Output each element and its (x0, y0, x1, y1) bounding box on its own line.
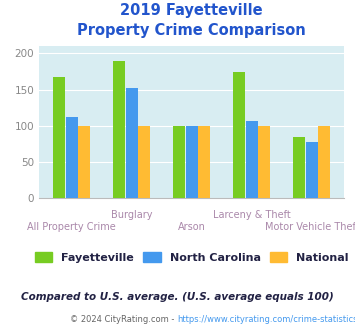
Bar (306, 142, 318, 198)
Bar (258, 126, 271, 198)
Text: Larceny & Theft: Larceny & Theft (213, 210, 291, 220)
Bar (186, 126, 198, 198)
Bar (66, 117, 77, 198)
Bar (53, 77, 65, 198)
Legend: Fayetteville, North Carolina, National: Fayetteville, North Carolina, National (35, 252, 349, 263)
Bar (113, 61, 125, 198)
Text: https://www.cityrating.com/crime-statistics/: https://www.cityrating.com/crime-statist… (178, 315, 355, 324)
Text: Arson: Arson (178, 221, 206, 232)
Bar (173, 126, 185, 198)
Text: Burglary: Burglary (111, 210, 152, 220)
Text: Compared to U.S. average. (U.S. average equals 100): Compared to U.S. average. (U.S. average … (21, 292, 334, 302)
Bar (138, 126, 150, 198)
Text: Motor Vehicle Theft: Motor Vehicle Theft (264, 221, 355, 232)
Title: 2019 Fayetteville
Property Crime Comparison: 2019 Fayetteville Property Crime Compari… (77, 3, 306, 38)
Text: © 2024 CityRating.com -: © 2024 CityRating.com - (71, 315, 178, 324)
Bar (233, 72, 245, 198)
Bar (198, 126, 210, 198)
Bar (78, 126, 90, 198)
Bar (293, 137, 305, 198)
Text: All Property Crime: All Property Crime (27, 221, 116, 232)
Bar (318, 126, 331, 198)
Bar (246, 121, 258, 198)
Bar (126, 88, 138, 198)
